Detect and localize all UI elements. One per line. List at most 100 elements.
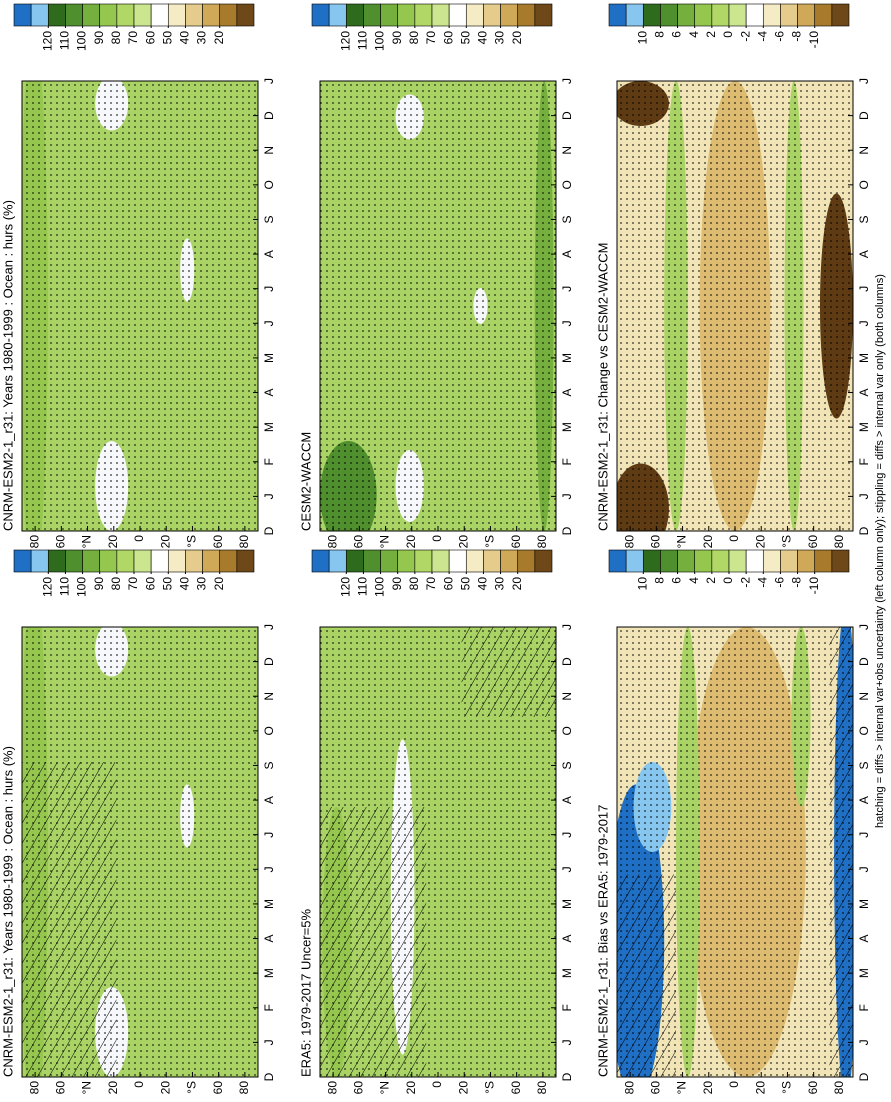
colorbar-label: 20 — [510, 577, 524, 591]
month-label: D — [262, 526, 276, 535]
month-label: A — [857, 935, 871, 943]
month-label: N — [560, 146, 574, 155]
colorbar-cell — [762, 549, 781, 573]
lat-label: 20 — [106, 1081, 120, 1095]
month-label: N — [560, 692, 574, 701]
stippling — [320, 81, 556, 531]
lat-label: 60 — [806, 535, 820, 549]
colorbar-cell — [414, 3, 433, 27]
colorbar-cell — [728, 549, 747, 573]
colorbar-label: 100 — [373, 577, 387, 597]
month-label: S — [560, 761, 574, 769]
month-label: J — [857, 866, 871, 872]
lat-label: °N — [378, 1081, 392, 1094]
colorbar-cell — [608, 3, 627, 27]
colorbar-cell — [608, 549, 627, 573]
month-label: D — [857, 657, 871, 666]
colorbar-label: 80 — [109, 577, 123, 591]
colorbar-label: 110 — [356, 31, 370, 50]
colorbar-label: 40 — [178, 577, 192, 591]
colorbar-cell — [13, 3, 32, 27]
month-label: M — [560, 353, 574, 363]
month-label: O — [262, 180, 276, 189]
colorbar-cell — [133, 549, 152, 573]
lat-label: °N — [80, 535, 94, 548]
month-label: J — [262, 832, 276, 838]
colorbar-cell — [345, 549, 364, 573]
colorbar-label: 100 — [75, 31, 89, 51]
month-label: D — [262, 1072, 276, 1081]
month-label: M — [560, 899, 574, 909]
field — [22, 81, 258, 531]
lat-label: °N — [80, 1081, 94, 1094]
lat-label: 20 — [753, 1081, 767, 1095]
colorbar-cell — [465, 549, 484, 573]
colorbar-cell — [660, 549, 678, 573]
month-label: D — [857, 1072, 871, 1081]
colorbar-cell — [397, 549, 416, 573]
lat-label: 20 — [701, 535, 715, 549]
colorbar-label: 8 — [653, 31, 667, 38]
colorbar-label: 30 — [493, 577, 507, 591]
colorbar-label: 30 — [195, 31, 209, 45]
lat-label: 80 — [622, 535, 636, 549]
month-label: A — [857, 796, 871, 804]
colorbar-label: 120 — [338, 31, 352, 51]
colorbar-cell — [642, 3, 661, 27]
month-label: M — [262, 422, 276, 432]
month-label: D — [262, 657, 276, 666]
month-label: A — [560, 389, 574, 397]
colorbar-cell — [185, 3, 203, 27]
month-label: N — [857, 146, 871, 155]
stippling — [617, 81, 853, 531]
month-label: M — [857, 968, 871, 978]
month-label: J — [262, 320, 276, 326]
colorbar-cell — [328, 3, 347, 27]
colorbar-label: 10 — [635, 31, 649, 45]
month-label: J — [857, 624, 871, 630]
month-label: O — [262, 726, 276, 735]
month-label: O — [560, 180, 574, 189]
colorbar-label: 40 — [476, 577, 490, 591]
month-label: J — [857, 286, 871, 292]
month-label: J — [560, 866, 574, 872]
colorbar-cell — [534, 549, 553, 573]
lat-label: 20 — [106, 535, 120, 549]
lat-label: 20 — [158, 1081, 172, 1095]
lat-label: °N — [675, 535, 689, 548]
month-label: J — [560, 320, 574, 326]
colorbar-cell — [150, 549, 169, 573]
colorbar-label: -10 — [807, 31, 821, 49]
colorbar-cell — [99, 549, 118, 573]
colorbar-cell — [465, 3, 484, 27]
colorbar-cell — [397, 3, 416, 27]
month-label: A — [262, 250, 276, 258]
field — [617, 81, 853, 531]
colorbar-cell — [625, 549, 644, 573]
lat-label: 80 — [535, 535, 549, 549]
month-label: A — [857, 389, 871, 397]
colorbar-cell — [500, 3, 519, 27]
month-label: J — [262, 286, 276, 292]
colorbar-cell — [780, 549, 798, 573]
lat-label: 80 — [27, 1081, 41, 1095]
month-label: J — [262, 1039, 276, 1045]
colorbar-cell — [677, 549, 696, 573]
panel: ERA5: 1979-2017 Uncer=5% 80 60 °N 20 0 20 °S 60 8… — [298, 549, 574, 1094]
colorbar-label: -4 — [755, 31, 769, 42]
month-label: J — [857, 493, 871, 499]
colorbar-cell — [167, 3, 186, 27]
colorbar-cell — [82, 549, 101, 573]
month-label: J — [857, 1039, 871, 1045]
colorbar-cell — [642, 549, 661, 573]
panel: CNRM-ESM2-1_r31: Change vs CESM2-WACCM80… — [595, 3, 871, 549]
colorbar-label: 80 — [407, 577, 421, 591]
lat-label: °S — [780, 535, 794, 548]
colorbar-cell — [431, 549, 450, 573]
colorbar-label: 120 — [40, 31, 54, 51]
month-label: A — [262, 935, 276, 943]
colorbar-label: 4 — [687, 577, 701, 584]
month-label: S — [857, 215, 871, 223]
colorbar-cell — [380, 3, 399, 27]
